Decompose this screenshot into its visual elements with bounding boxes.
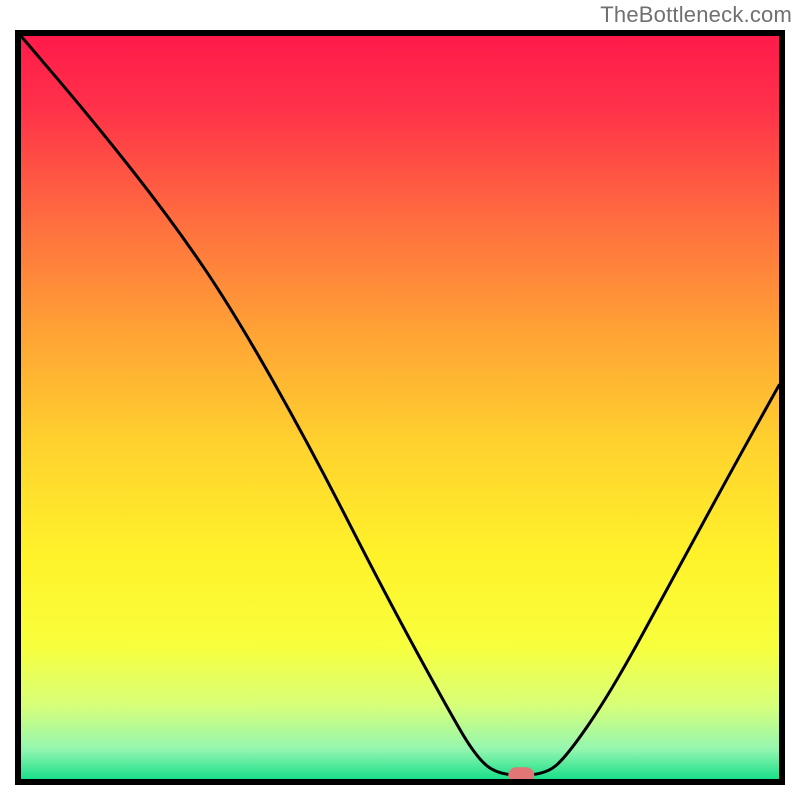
chart-background [21, 36, 779, 779]
chart-container: TheBottleneck.com [0, 0, 800, 800]
bottleneck-chart [21, 36, 779, 779]
watermark-text: TheBottleneck.com [600, 2, 792, 28]
optimal-point-marker [508, 767, 534, 779]
